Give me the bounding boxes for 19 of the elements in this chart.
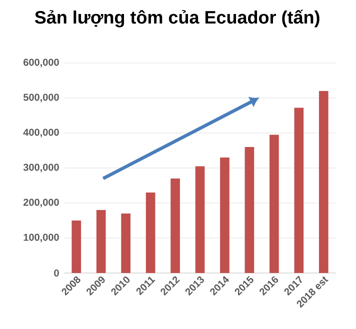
- bar: [146, 192, 156, 273]
- bar: [72, 220, 82, 273]
- y-tick-label: 100,000: [24, 234, 59, 242]
- bar: [170, 178, 180, 273]
- bar: [244, 147, 254, 273]
- bar: [220, 158, 230, 273]
- y-tick-label: 300,000: [23, 164, 59, 172]
- bar: [96, 210, 106, 273]
- y-tick-label: 600,000: [24, 58, 59, 68]
- y-tick-label: 0: [54, 269, 59, 277]
- bar: [270, 134, 279, 273]
- y-tick-label: 200,000: [24, 198, 59, 208]
- bar: [318, 91, 328, 273]
- bar: [294, 108, 304, 273]
- y-tick-label: 400,000: [23, 128, 59, 138]
- y-tick-label: 500,000: [23, 94, 59, 102]
- bar: [121, 214, 130, 273]
- chart-title: Sản lượng tôm của Ecuador (tấn): [34, 10, 320, 28]
- bar: [195, 166, 205, 273]
